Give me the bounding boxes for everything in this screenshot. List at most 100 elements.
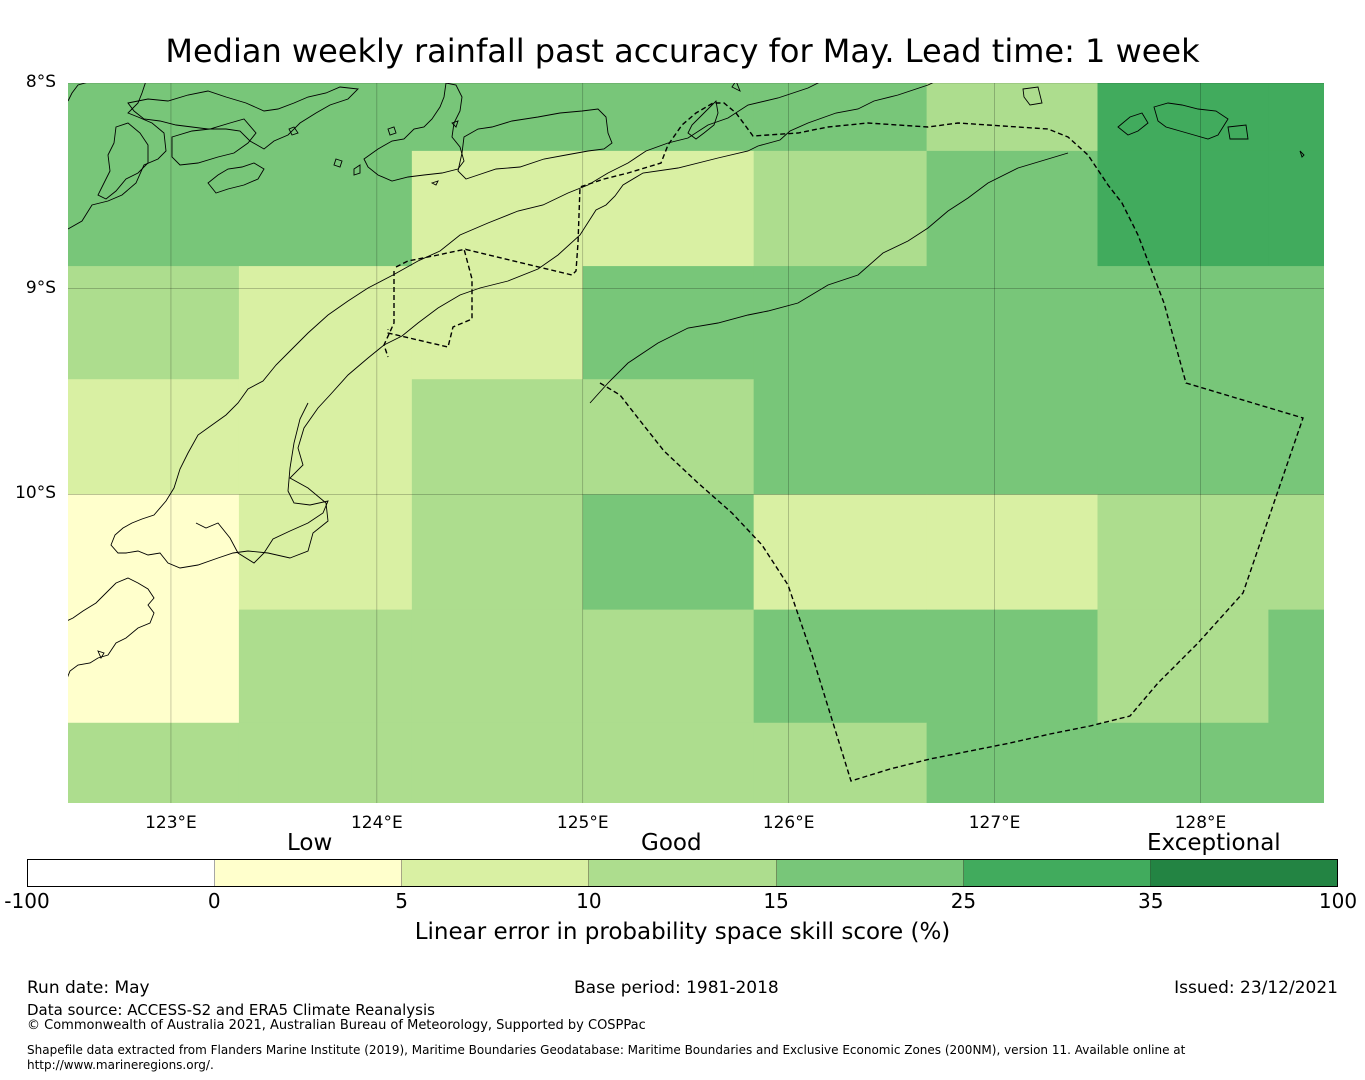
grid-cell: [411, 266, 584, 380]
colorbar-segment: [215, 860, 403, 886]
grid-cell: [753, 266, 928, 380]
grid-cell: [926, 722, 1099, 803]
babar-coastline: [1117, 112, 1149, 136]
grid-cell: [238, 609, 413, 724]
small-islet: [1227, 124, 1249, 140]
grid-cell: [1097, 609, 1269, 724]
sermata-coastline: [1153, 102, 1229, 140]
grid-cell: [582, 722, 755, 803]
colorbar: [27, 859, 1338, 887]
legend-category-exceptional: Exceptional: [1147, 830, 1281, 856]
issued-date: Issued: 23/12/2021: [1174, 978, 1338, 998]
timor-coastline: [110, 83, 934, 569]
legend-category-low: Low: [287, 830, 333, 856]
grid-cell: [926, 379, 1099, 495]
grid-cell: [753, 494, 928, 611]
timor-north-coast: [589, 152, 1069, 404]
grid-cell: [411, 722, 584, 803]
colorbar-tick-label: -100: [4, 889, 50, 913]
grid-cell: [582, 494, 755, 611]
grid-cell: [411, 494, 584, 611]
timor-leste-eez-boundary: [387, 102, 1304, 782]
grid-cell: [238, 379, 413, 495]
small-islet: [353, 164, 361, 176]
graticule-lines: [68, 83, 1324, 803]
grid-cell: [68, 150, 240, 267]
colorbar-tick-label: 0: [207, 889, 221, 913]
grid-cell: [1268, 494, 1324, 611]
grid-cell: [582, 609, 755, 724]
grid-cell: [68, 722, 240, 803]
grid-cell: [926, 83, 1099, 152]
grid-cell: [68, 83, 240, 152]
maritime-boundaries: [383, 102, 1304, 782]
colorbar-tick-label: 10: [576, 889, 602, 913]
longitude-label: 125°E: [556, 813, 609, 833]
grid-cell: [1097, 494, 1269, 611]
longitude-label: 124°E: [350, 813, 403, 833]
skill-score-map: [68, 83, 1324, 803]
grid-cell: [753, 609, 928, 724]
timor-southwest: [195, 402, 329, 564]
colorbar-tick-label: 15: [763, 889, 789, 913]
grid-cell: [1268, 722, 1324, 803]
base-period: Base period: 1981-2018: [574, 978, 779, 998]
longitude-label: 128°E: [1174, 813, 1227, 833]
flores-coastline: [68, 83, 167, 230]
grid-cell: [68, 379, 240, 495]
longitude-label: 123°E: [145, 813, 197, 833]
copyright-notice: © Commonwealth of Australia 2021, Austra…: [27, 1018, 646, 1033]
grid-cell: [926, 609, 1099, 724]
grid-cell: [582, 379, 755, 495]
grid-cell: [238, 150, 413, 267]
atauro-coastline: [687, 100, 719, 140]
small-islet: [288, 126, 299, 136]
colorbar-segment: [402, 860, 590, 886]
grid-cell: [1268, 609, 1324, 724]
grid-cell: [1097, 379, 1269, 495]
small-islet: [333, 158, 343, 168]
longitude-label: 127°E: [968, 813, 1021, 833]
grid-cell: [753, 150, 928, 267]
oecusse-boundary: [395, 248, 467, 268]
legend-category-good: Good: [641, 830, 702, 856]
data-source: Data source: ACCESS-S2 and ERA5 Climate …: [27, 1001, 435, 1019]
small-islet: [97, 650, 105, 659]
grid-cell: [1097, 266, 1269, 380]
colorbar-segment: [1150, 860, 1337, 886]
grid-cell: [753, 379, 928, 495]
grid-cell: [926, 494, 1099, 611]
island-north-coastline: [127, 86, 359, 150]
colorbar-tick-label: 35: [1137, 889, 1164, 913]
grid-cell: [582, 150, 755, 267]
grid-cell: [1097, 722, 1269, 803]
coastline: [68, 83, 1305, 678]
skill-grid-cells: [68, 83, 1324, 803]
oecusse-boundary-lower: [383, 271, 395, 358]
colorbar-segment: [589, 860, 777, 886]
grid-cell: [411, 83, 584, 152]
colorbar-segment: [963, 860, 1151, 886]
grid-cell: [411, 379, 584, 495]
latitude-label: 10°S: [15, 483, 56, 504]
grid-cell: [68, 494, 240, 611]
grid-cell: [68, 266, 240, 380]
colorbar-tick-label: 25: [950, 889, 977, 913]
grid-cell: [1268, 379, 1324, 495]
run-date: Run date: May: [27, 978, 150, 998]
latitude-label: 9°S: [25, 277, 56, 298]
longitude-label: 126°E: [762, 813, 815, 833]
grid-cell: [238, 266, 413, 380]
pantar-coastline: [207, 162, 265, 194]
small-islet: [387, 126, 397, 136]
shapefile-url: http://www.marineregions.org/.: [27, 1058, 214, 1072]
shapefile-credit: Shapefile data extracted from Flanders M…: [27, 1043, 1186, 1057]
colorbar-tick-label: 5: [395, 889, 408, 913]
colorbar-label: Linear error in probability space skill …: [414, 919, 951, 945]
wetar-west-coastline: [363, 83, 465, 182]
grid-cell: [238, 83, 413, 152]
grid-cell: [411, 609, 584, 724]
grid-cell: [1268, 266, 1324, 380]
grid-cell: [753, 83, 928, 152]
colorbar-segment: [28, 860, 216, 886]
